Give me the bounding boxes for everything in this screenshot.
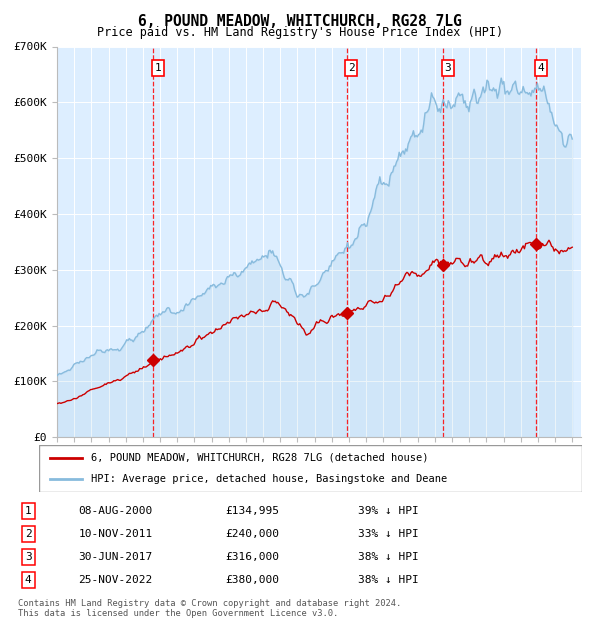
Text: 10-NOV-2011: 10-NOV-2011: [78, 529, 152, 539]
Text: £240,000: £240,000: [225, 529, 279, 539]
Text: £134,995: £134,995: [225, 507, 279, 516]
Text: 08-AUG-2000: 08-AUG-2000: [78, 507, 152, 516]
Text: 1: 1: [25, 507, 32, 516]
Text: £316,000: £316,000: [225, 552, 279, 562]
Text: 38% ↓ HPI: 38% ↓ HPI: [358, 552, 418, 562]
Text: 1: 1: [155, 63, 161, 73]
Text: Contains HM Land Registry data © Crown copyright and database right 2024.
This d: Contains HM Land Registry data © Crown c…: [18, 599, 401, 618]
Text: £380,000: £380,000: [225, 575, 279, 585]
FancyBboxPatch shape: [39, 445, 582, 492]
Text: 3: 3: [25, 552, 32, 562]
Text: HPI: Average price, detached house, Basingstoke and Deane: HPI: Average price, detached house, Basi…: [91, 474, 447, 484]
Text: 2: 2: [25, 529, 32, 539]
Text: 2: 2: [348, 63, 355, 73]
Text: 6, POUND MEADOW, WHITCHURCH, RG28 7LG (detached house): 6, POUND MEADOW, WHITCHURCH, RG28 7LG (d…: [91, 453, 428, 463]
Text: 6, POUND MEADOW, WHITCHURCH, RG28 7LG: 6, POUND MEADOW, WHITCHURCH, RG28 7LG: [138, 14, 462, 29]
Text: 4: 4: [25, 575, 32, 585]
Text: 39% ↓ HPI: 39% ↓ HPI: [358, 507, 418, 516]
Text: 33% ↓ HPI: 33% ↓ HPI: [358, 529, 418, 539]
Text: 38% ↓ HPI: 38% ↓ HPI: [358, 575, 418, 585]
Text: 25-NOV-2022: 25-NOV-2022: [78, 575, 152, 585]
Text: Price paid vs. HM Land Registry's House Price Index (HPI): Price paid vs. HM Land Registry's House …: [97, 26, 503, 39]
Text: 30-JUN-2017: 30-JUN-2017: [78, 552, 152, 562]
Text: 3: 3: [445, 63, 451, 73]
Text: 4: 4: [538, 63, 544, 73]
